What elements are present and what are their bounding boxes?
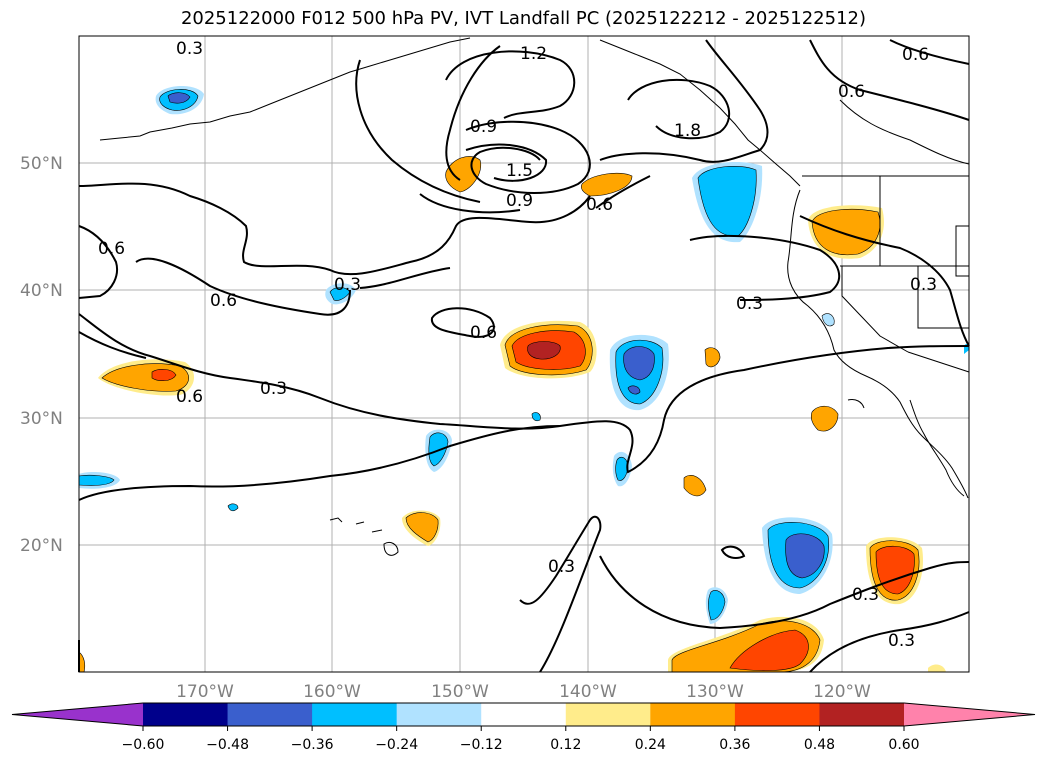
hawaii-islands <box>329 517 399 556</box>
contour-label: 0.3 <box>736 294 763 314</box>
lat-label: 20°N <box>20 536 63 556</box>
contour-label: 0.6 <box>902 45 929 65</box>
colorbar-segment <box>734 703 820 726</box>
ivt-shading <box>78 85 969 673</box>
colorbar-segment <box>312 703 398 726</box>
lon-label: 160°W <box>303 682 361 702</box>
contour-label: 1.8 <box>674 121 701 141</box>
contour-label: 0.3 <box>334 275 361 295</box>
contour-label: 1.2 <box>520 44 547 64</box>
contour-label: 0.3 <box>910 275 937 295</box>
colorbar-tick-label: −0.60 <box>122 737 165 753</box>
colorbar-tick-label: −0.36 <box>291 737 334 753</box>
lon-label: 130°W <box>686 682 744 702</box>
colorbar-segment <box>143 703 229 726</box>
colorbar-tick-label: −0.12 <box>460 737 503 753</box>
contour-label: 0.6 <box>210 291 237 311</box>
colorbar-tick-label: 0.24 <box>635 737 666 753</box>
colorbar-tick-label: 0.12 <box>550 737 581 753</box>
contour-label: 0.6 <box>586 195 613 215</box>
lon-label: 150°W <box>431 682 489 702</box>
contour-label: 0.3 <box>888 631 915 651</box>
map-frame <box>78 35 970 673</box>
contour-label: 0.6 <box>176 387 203 407</box>
lat-label: 30°N <box>20 409 63 429</box>
lon-label: 140°W <box>559 682 617 702</box>
map-title: 2025122000 F012 500 hPa PV, IVT Landfall… <box>180 8 867 29</box>
contour-label: 0.3 <box>260 379 287 399</box>
lat-label: 40°N <box>20 281 63 301</box>
lat-label: 50°N <box>20 154 63 174</box>
colorbar-segment <box>650 703 736 726</box>
lon-label: 170°W <box>176 682 234 702</box>
contour-label: 0.9 <box>506 191 533 211</box>
colorbar-tick-label: 0.48 <box>804 737 835 753</box>
colorbar-segment <box>481 703 567 726</box>
contour-label: 1.5 <box>506 161 533 181</box>
contour-label: 0.6 <box>98 239 125 259</box>
colorbar-tick-label: 0.60 <box>888 737 919 753</box>
colorbar-segment <box>227 703 313 726</box>
colorbar-tick-label: −0.48 <box>206 737 249 753</box>
colorbar-tick-label: 0.36 <box>719 737 750 753</box>
colorbar-segment <box>565 703 651 726</box>
colorbar: −0.60 −0.48 −0.36 −0.24 −0.12 0.12 0.24 0.36 0.4… <box>11 702 1036 753</box>
contour-label: 0.3 <box>176 39 203 59</box>
longitude-labels: 170°W 160°W 150°W 140°W 130°W 120°W <box>176 682 871 702</box>
contour-label: 0.3 <box>852 585 879 605</box>
contour-label: 0.6 <box>470 323 497 343</box>
contour-label: 0.9 <box>470 117 497 137</box>
lon-label: 120°W <box>813 682 871 702</box>
contour-label: 0.6 <box>838 82 865 102</box>
colorbar-extension-high <box>904 703 1035 726</box>
latitude-labels: 50°N 40°N 30°N 20°N <box>20 154 63 556</box>
colorbar-segment <box>819 703 905 726</box>
colorbar-tick-label: −0.24 <box>375 737 418 753</box>
colorbar-segment <box>396 703 482 726</box>
contour-label-group: 0.3 1.2 0.6 0.6 0.9 1.5 0.6 0.9 1.8 0.6 … <box>98 39 937 651</box>
pv-contours <box>78 39 970 673</box>
colorbar-extension-low <box>12 703 143 726</box>
contour-label: 0.3 <box>548 557 575 577</box>
